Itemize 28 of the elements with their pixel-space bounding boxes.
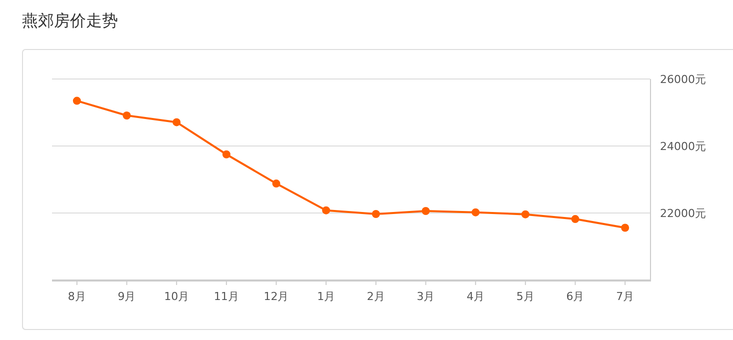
y-tick-label: 26000元 — [660, 73, 706, 86]
x-tick-label: 8月 — [68, 290, 86, 303]
point — [372, 210, 380, 218]
point — [521, 210, 530, 218]
point — [172, 118, 181, 126]
x-tick-label: 3月 — [416, 290, 435, 303]
x-tick-label: 7月 — [616, 290, 634, 303]
x-tick-label: 9月 — [118, 290, 136, 303]
x-tick-label: 4月 — [466, 290, 485, 303]
y-tick-label: 24000元 — [660, 140, 706, 153]
point — [571, 215, 580, 224]
point — [272, 180, 280, 188]
point — [122, 112, 131, 120]
x-tick-label: 10月 — [164, 290, 190, 303]
x-tick-label: 5月 — [516, 290, 534, 303]
point — [322, 206, 330, 214]
x-tick-label: 12月 — [264, 290, 289, 303]
point — [422, 206, 430, 215]
x-tick-label: 1月 — [317, 290, 336, 303]
x-tick-label: 11月 — [214, 290, 239, 303]
point — [472, 208, 480, 216]
chart-title: 燕郊房价走势 — [22, 11, 118, 30]
point — [222, 150, 230, 158]
point — [621, 224, 630, 232]
x-tick-label: 6月 — [566, 290, 584, 303]
y-tick-label: 22000元 — [660, 207, 706, 220]
x-tick-label: 2月 — [366, 290, 385, 303]
point — [72, 96, 81, 105]
